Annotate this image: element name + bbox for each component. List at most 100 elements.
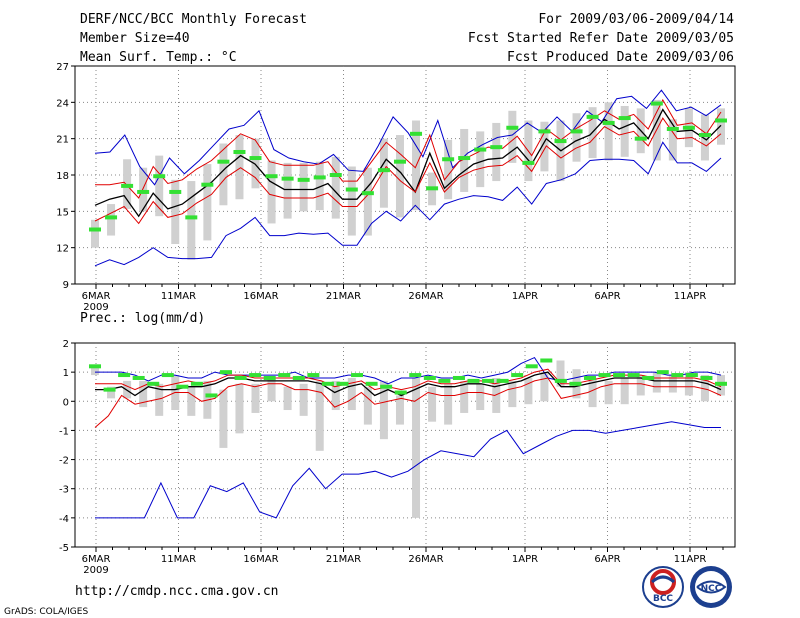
observed-marker (377, 168, 390, 173)
observed-marker (365, 381, 378, 386)
observed-marker (169, 189, 182, 194)
spread-box (556, 360, 565, 387)
footer-credit: GrADS: COLA/IGES (4, 607, 88, 617)
spread-box (476, 383, 485, 411)
observed-marker (281, 176, 294, 181)
observed-marker (313, 175, 326, 180)
series-min-line (94, 141, 722, 267)
observed-marker (278, 373, 291, 378)
x-tick-label: 1APR (512, 291, 538, 302)
spread-box (107, 204, 116, 236)
observed-marker (583, 375, 596, 380)
observed-marker (265, 174, 278, 179)
bcc-logo: BCC (642, 566, 684, 608)
spread-box (412, 377, 421, 518)
observed-marker (698, 133, 711, 138)
x-tick-label: 6MAR (82, 291, 111, 302)
observed-marker (627, 373, 640, 378)
x-tick-label: 26MAR (408, 554, 443, 565)
spread-box (460, 380, 469, 413)
series-lower-line (94, 377, 722, 428)
spread-box (267, 160, 276, 224)
observed-marker (336, 381, 349, 386)
spread-box (492, 122, 501, 182)
series-lower-line (94, 117, 722, 225)
observed-marker (234, 375, 247, 380)
observed-marker (586, 114, 599, 119)
spread-box (379, 138, 388, 208)
spread-box (604, 380, 613, 405)
spread-box (572, 113, 581, 162)
x-tick-label: 16MAR (243, 291, 278, 302)
observed-marker (409, 373, 422, 378)
observed-marker (249, 156, 262, 161)
spread-box (315, 161, 324, 211)
spread-box (363, 386, 372, 425)
spread-box (91, 366, 99, 376)
spread-box (460, 128, 469, 192)
header-title: DERF/NCC/BCC Monthly Forecast (80, 12, 307, 27)
spread-box (363, 167, 372, 236)
observed-marker (458, 156, 471, 161)
observed-marker (496, 378, 509, 383)
ncc-logo: NCC (690, 566, 732, 608)
y-tick-label: -1 (59, 426, 69, 437)
observed-marker (656, 370, 669, 375)
spread-box (139, 167, 148, 212)
observed-marker (292, 375, 305, 380)
precip-panel-title: Prec.: log(mm/d) (80, 311, 205, 326)
observed-marker (105, 215, 118, 220)
footer-url: http://cmdp.ncc.cma.gov.cn (75, 584, 279, 599)
x-tick-label: 1APR (512, 554, 538, 565)
spread-box (331, 380, 340, 411)
spread-box (331, 156, 340, 219)
observed-marker (118, 373, 131, 378)
bcc-logo-text: BCC (653, 594, 673, 604)
header-period: For 2009/03/06-2009/04/14 (538, 12, 734, 27)
spread-box (299, 383, 308, 416)
spread-box (203, 164, 212, 241)
observed-marker (522, 160, 535, 165)
y-tick-label: -4 (59, 514, 69, 525)
spread-box (652, 372, 661, 393)
header-started-date: Fcst Started Refer Date 2009/03/05 (468, 31, 734, 46)
x-tick-label: 16MAR (243, 554, 278, 565)
observed-marker (482, 378, 495, 383)
observed-marker (380, 384, 393, 389)
spread-box (620, 377, 629, 405)
observed-marker (185, 215, 198, 220)
spread-box (444, 383, 453, 425)
x-tick-label: 11MAR (161, 554, 196, 565)
x-tick-label: 21MAR (326, 291, 361, 302)
spread-box (636, 375, 645, 396)
spread-box (139, 380, 148, 408)
spread-box (395, 135, 404, 218)
observed-marker (671, 373, 684, 378)
spread-box (107, 386, 116, 399)
spread-box (251, 138, 260, 189)
temperature-panel: 9 12 15 18 21 24 27 6MAR 11MAR 16MAR 21MAR 26MAR 1AP… (56, 62, 736, 313)
y-tick-label: -3 (59, 485, 69, 496)
observed-marker (715, 381, 727, 386)
observed-marker (233, 149, 246, 154)
observed-marker (307, 373, 320, 378)
observed-marker (121, 183, 134, 188)
spread-box (668, 119, 677, 161)
spread-box (235, 135, 244, 200)
spread-box (219, 389, 228, 448)
series-upper-line (95, 98, 722, 199)
spread-box (717, 108, 725, 145)
spread-box (444, 139, 453, 200)
observed-marker (438, 378, 451, 383)
spread-box (668, 375, 677, 393)
spread-box (155, 383, 164, 416)
x-tick-label: 6APR (594, 291, 620, 302)
observed-marker (474, 147, 487, 152)
observed-marker (321, 381, 334, 386)
x-tick-label: 6MAR (82, 554, 111, 565)
observed-marker (554, 139, 567, 144)
observed-marker (423, 375, 436, 380)
observed-marker (569, 381, 582, 386)
observed-marker (554, 378, 567, 383)
